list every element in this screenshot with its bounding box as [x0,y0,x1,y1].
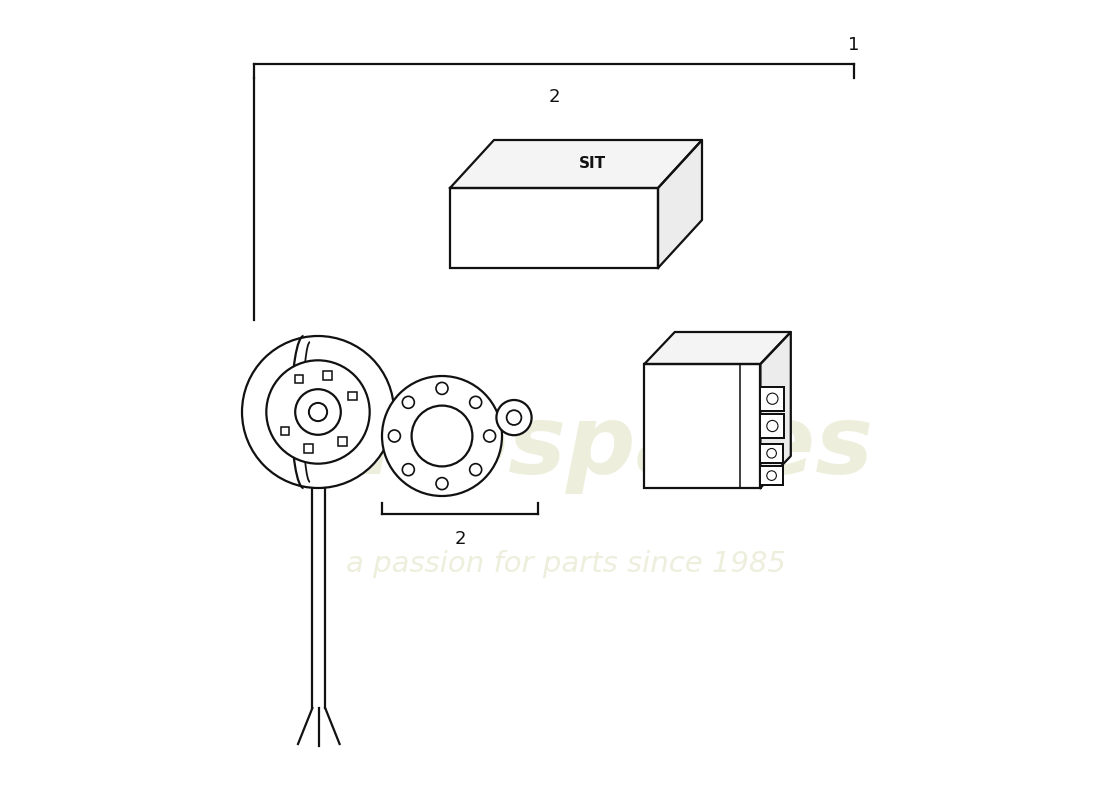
Circle shape [484,430,496,442]
Bar [760,466,783,485]
Circle shape [507,410,521,425]
Polygon shape [645,332,791,364]
Circle shape [470,396,482,408]
Circle shape [411,406,472,466]
Bar [338,437,346,446]
Circle shape [388,430,400,442]
Bar [304,444,312,453]
Bar [760,414,784,438]
Circle shape [470,464,482,476]
Bar [450,188,658,268]
Text: 2: 2 [454,530,465,547]
Text: SIT: SIT [579,157,606,171]
Bar [645,364,760,488]
Circle shape [242,336,394,488]
Text: 2: 2 [548,88,560,106]
Polygon shape [450,140,702,188]
Bar [760,444,783,463]
Bar [348,391,356,400]
Bar [280,426,289,435]
Text: eurospares: eurospares [258,402,873,494]
Polygon shape [658,140,702,268]
Text: a passion for parts since 1985: a passion for parts since 1985 [346,550,785,578]
Circle shape [295,389,341,435]
Bar [323,371,332,380]
Bar [295,374,304,383]
Circle shape [436,478,448,490]
Circle shape [266,360,370,464]
Bar [760,386,784,410]
Polygon shape [760,332,791,488]
Text: 1: 1 [848,35,860,54]
Circle shape [403,464,415,476]
Circle shape [436,382,448,394]
Circle shape [403,396,415,408]
Circle shape [382,376,502,496]
Circle shape [496,400,531,435]
Circle shape [309,403,327,421]
